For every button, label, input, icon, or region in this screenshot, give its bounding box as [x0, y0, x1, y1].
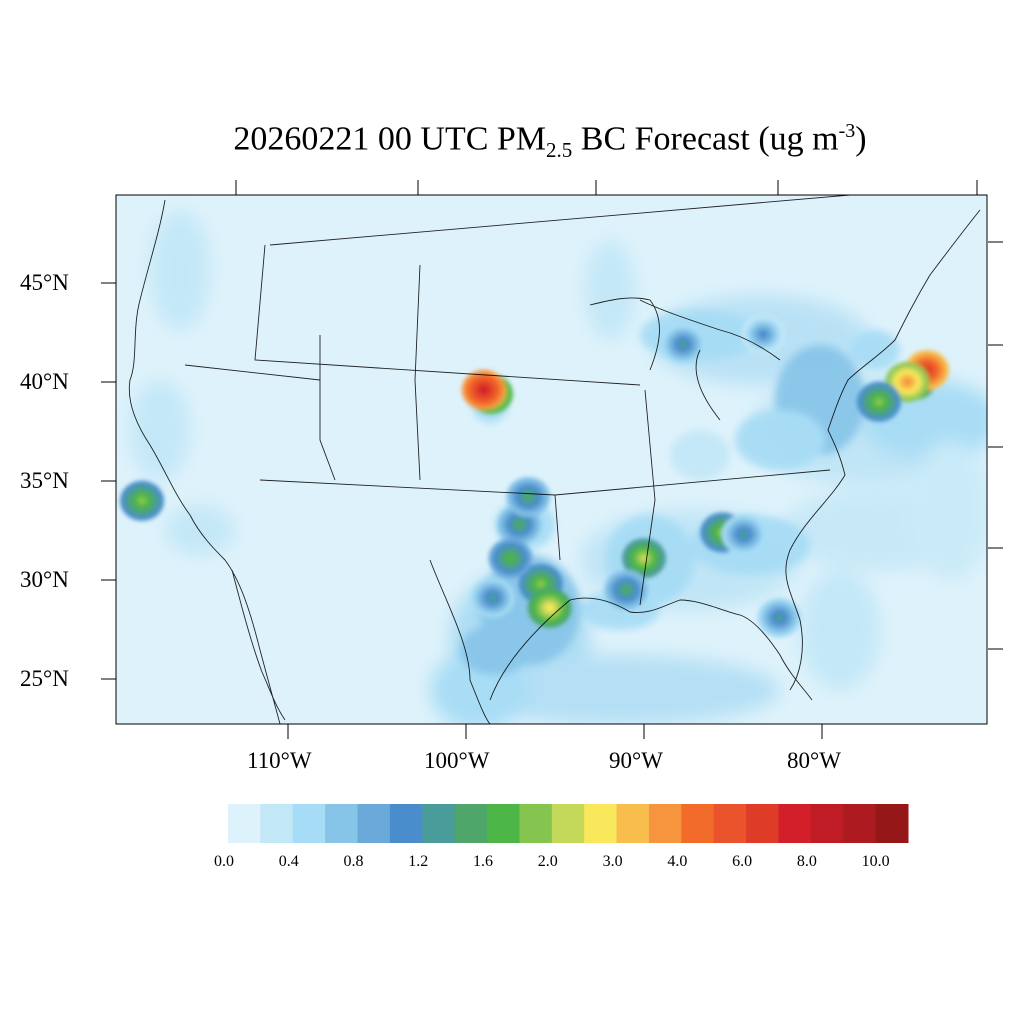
colorbar-swatch	[260, 804, 294, 843]
hotspot-florida-core	[774, 613, 784, 622]
frame-ticks	[101, 180, 1003, 739]
lon-label-90w: 90°W	[609, 748, 663, 773]
lat-label-25n: 25°N	[20, 666, 69, 691]
hotspot-chicago-core	[678, 340, 688, 349]
colorbar-swatch	[551, 804, 585, 843]
colorbar-swatch	[357, 804, 391, 843]
colorbar-label: 10.0	[861, 853, 890, 870]
colorbar-label: 0.4	[278, 853, 299, 870]
hotspot-layer	[49, 314, 950, 638]
hotspot-detroit-core	[758, 330, 768, 339]
hotspot-georgia-core	[739, 530, 749, 539]
hotspot-san-antonio-core	[488, 593, 498, 602]
hotspot-los-angeles-core	[137, 496, 147, 505]
colorbar-label: 1.2	[408, 853, 429, 870]
hotspot-philadelphia-core	[903, 378, 912, 386]
colorbar-swatch	[810, 804, 844, 843]
colorbar-swatch	[454, 804, 488, 843]
map-frame	[115, 194, 988, 725]
lon-label-80w: 80°W	[787, 748, 841, 773]
lon-label-100w: 100°W	[424, 748, 490, 773]
hotspot-bay-area-ring	[53, 412, 88, 444]
colorbar-swatch	[843, 804, 877, 843]
colorbar-swatch	[487, 804, 520, 843]
colorbar	[228, 804, 909, 843]
colorbar-swatch	[746, 804, 779, 843]
colorbar-swatch	[292, 804, 326, 843]
lat-label-45n: 45°N	[20, 270, 69, 295]
colorbar-swatch	[713, 804, 747, 843]
colorbar-label: 3.0	[602, 853, 623, 870]
colorbar-label: 2.0	[537, 853, 558, 870]
map-title: 20260221 00 UTC PM2.5 BC Forecast (ug m-…	[233, 120, 867, 163]
hotspot-bay-area-core	[66, 424, 75, 432]
hotspot-nebraska-fire-core-core	[479, 385, 489, 394]
colorbar-label: 6.0	[732, 853, 753, 870]
hotspot-louisiana-core	[621, 585, 631, 594]
colorbar-label: 0.0	[214, 853, 234, 870]
colorbar-swatch	[389, 804, 423, 843]
hotspot-bay-area-ring	[62, 420, 80, 436]
hotspot-bay-area-ring	[49, 408, 93, 448]
colorbar-label: 0.8	[343, 853, 364, 870]
colorbar-swatch	[778, 804, 812, 843]
colorbar-swatch	[616, 804, 650, 843]
colorbar-swatch	[228, 804, 261, 843]
hotspot-oklahoma-core	[523, 492, 533, 501]
hotspot-houston-core	[545, 603, 555, 612]
hotspot-baltimore-dc-core	[874, 397, 884, 406]
colorbar-label: 4.0	[667, 853, 688, 870]
lat-label-35n: 35°N	[20, 468, 69, 493]
colorbar-swatch	[875, 804, 909, 843]
lat-label-30n: 30°N	[20, 567, 69, 592]
hotspot-bay-area-ring	[58, 416, 84, 440]
hotspot-east-texas-core	[536, 579, 546, 588]
colorbar-swatch	[519, 804, 553, 843]
colorbar-label: 8.0	[796, 853, 817, 870]
colorbar-swatch	[422, 804, 456, 843]
colorbar-label: 1.6	[473, 853, 494, 870]
hotspot-dallas-core	[515, 520, 524, 529]
colorbar-swatch	[681, 804, 715, 843]
colorbar-swatch	[584, 804, 618, 843]
lat-label-40n: 40°N	[20, 369, 69, 394]
lon-label-110w: 110°W	[247, 748, 312, 773]
colorbar-swatch	[648, 804, 682, 843]
colorbar-swatch	[325, 804, 359, 843]
hotspot-north-texas-core	[506, 554, 515, 563]
boundary-lines	[128, 195, 981, 724]
